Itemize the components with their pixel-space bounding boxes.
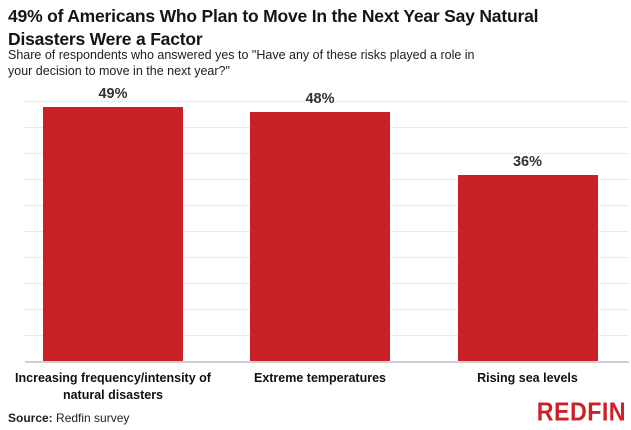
redfin-logo: REDFIN: [536, 397, 626, 427]
x-axis-baseline: [25, 361, 629, 363]
category-label-1: Increasing frequency/intensity of natura…: [15, 371, 211, 402]
chart-subtitle: Share of respondents who answered yes to…: [8, 48, 475, 78]
bar-value-label-2: 48%: [305, 91, 335, 108]
source-note: Source: Redfin survey: [8, 411, 129, 425]
source-label: Source:: [8, 411, 53, 425]
source-text: Redfin survey: [52, 411, 130, 425]
bar-value-label-3: 36%: [512, 153, 543, 170]
category-label-3: Rising sea levels: [477, 371, 578, 385]
bar-1: [43, 107, 183, 362]
bar-value-label-1: 49%: [98, 86, 128, 103]
gridline-50: [25, 101, 629, 102]
chart-title: 49% of Americans Who Plan to Move In the…: [8, 6, 539, 49]
bar-3: [457, 174, 598, 362]
plot-area: 49% 48% 36%: [25, 86, 629, 363]
category-label-2: Extreme temperatures: [253, 371, 386, 385]
bar-2: [250, 112, 390, 362]
